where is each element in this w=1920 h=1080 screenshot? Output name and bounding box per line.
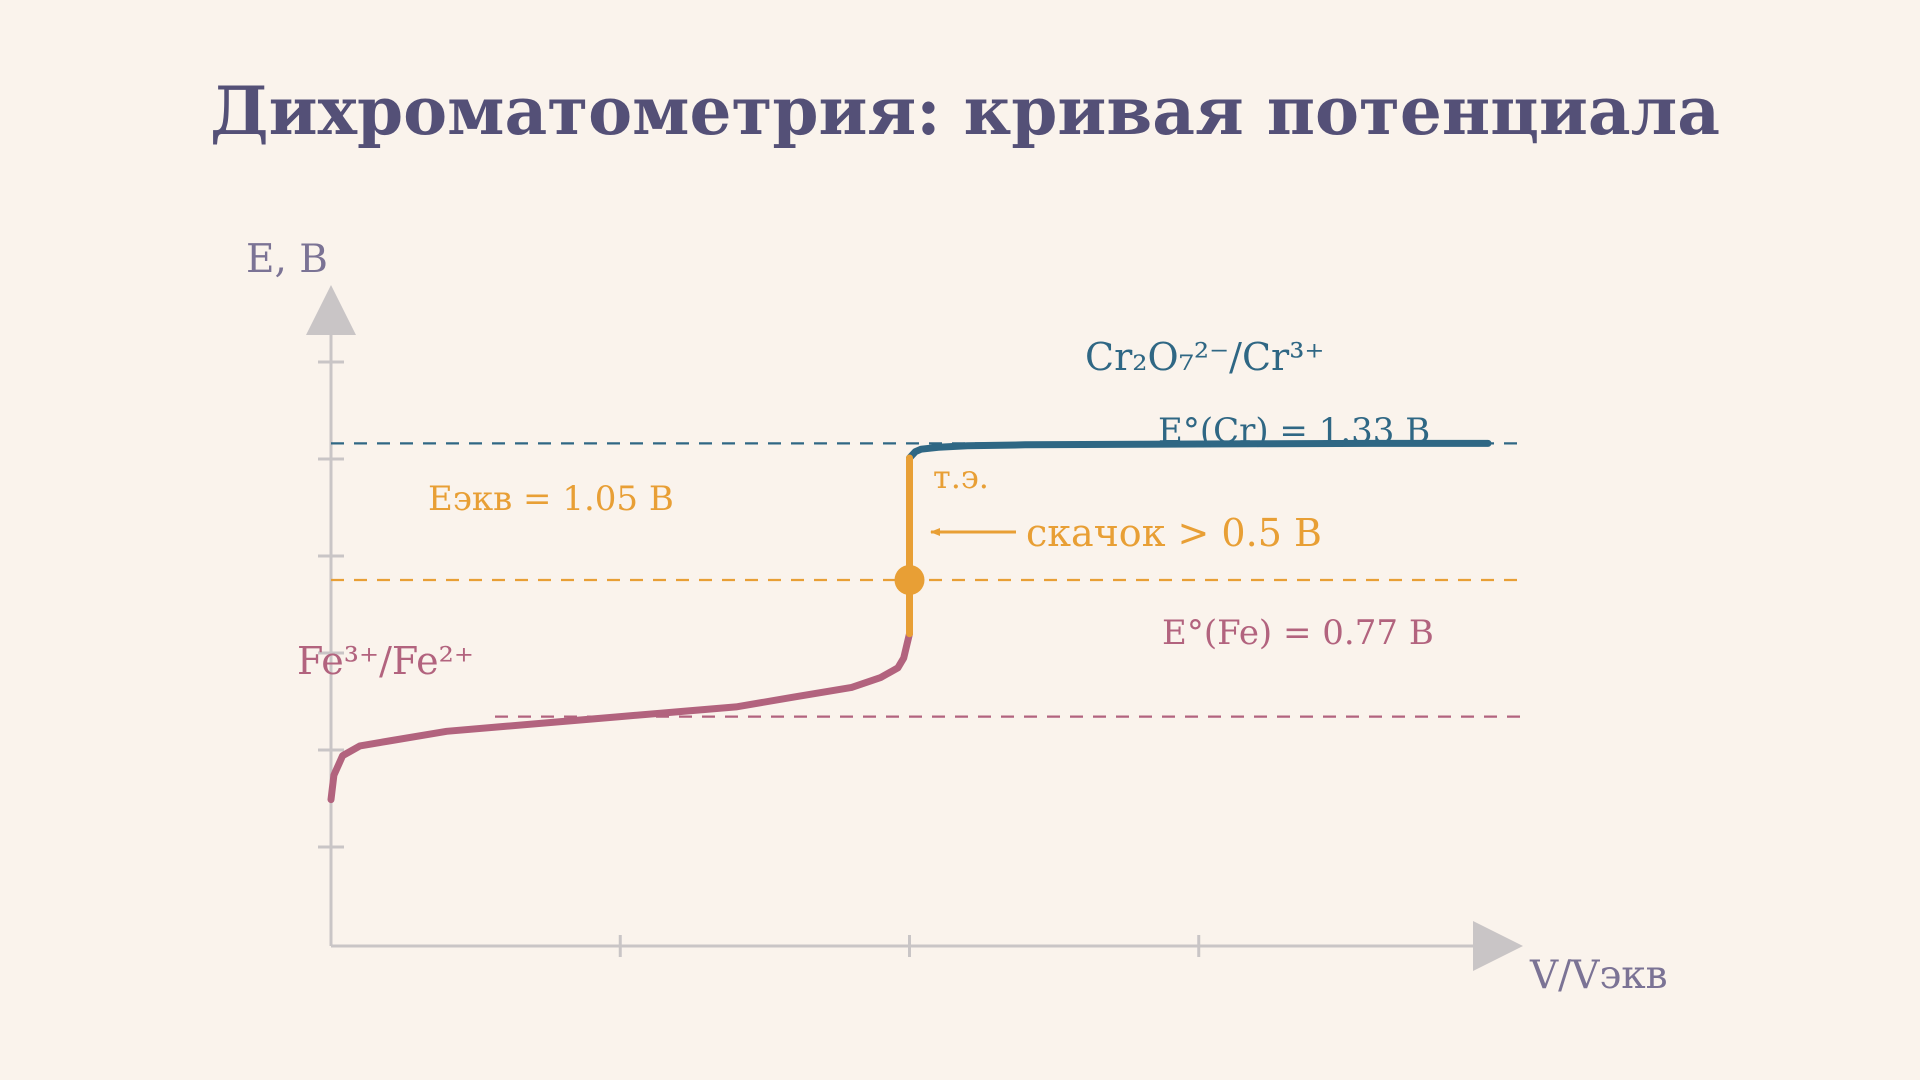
fe-ref-label: E°(Fe) = 0.77 В xyxy=(1162,613,1434,653)
cr-ref-label: E°(Cr) = 1.33 В xyxy=(1158,411,1430,451)
y-axis-arrow xyxy=(306,285,356,335)
te-label: т.э. xyxy=(933,458,989,496)
series-line-1 xyxy=(906,439,1492,462)
series-group xyxy=(327,439,1492,804)
y-axis-label: E, В xyxy=(246,237,328,282)
series-line-0 xyxy=(327,630,913,804)
eq-ref-label: Eэкв = 1.05 В xyxy=(428,479,674,519)
axis-ticks xyxy=(318,360,1201,957)
axes xyxy=(306,285,1523,971)
cr-couple-label: Cr₂O₇²⁻/Cr³⁺ xyxy=(1085,335,1325,379)
chart-title: Дихроматометрия: кривая потенциала xyxy=(209,72,1720,150)
jump-label: скачок > 0.5 В xyxy=(1026,511,1322,555)
x-axis-label: V/Vэкв xyxy=(1529,953,1668,998)
fe-couple-label: Fe³⁺/Fe²⁺ xyxy=(297,639,474,683)
x-axis-arrow xyxy=(1473,921,1523,971)
equivalence-point xyxy=(894,565,925,595)
